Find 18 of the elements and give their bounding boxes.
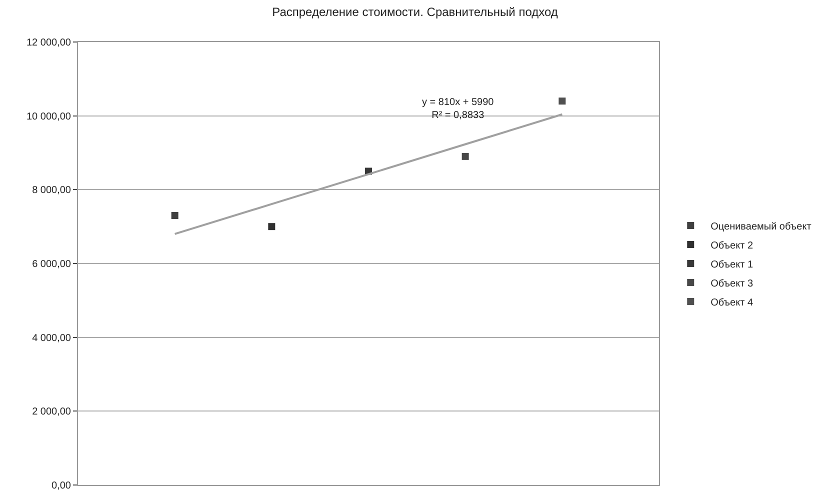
legend-label: Оцениваемый объект bbox=[710, 221, 812, 232]
y-tick-label: 6 000,00 bbox=[32, 259, 72, 270]
legend-label: Объект 3 bbox=[710, 278, 754, 290]
legend-label: Объект 2 bbox=[710, 240, 754, 252]
point bbox=[558, 98, 566, 105]
y-tick-label: 0,00 bbox=[52, 480, 72, 492]
y-tick-label: 2 000,00 bbox=[32, 406, 72, 418]
point bbox=[462, 152, 469, 160]
point bbox=[268, 223, 276, 230]
y-tick-label: 12 000,00 bbox=[26, 38, 72, 48]
chart-title: Распределение стоимости. Сравнительный подход bbox=[272, 4, 558, 19]
y-tick-label: 8 000,00 bbox=[32, 185, 72, 196]
y-tick-label: 4 000,00 bbox=[32, 332, 72, 344]
y-tick-label: 10 000,00 bbox=[26, 111, 72, 122]
point bbox=[171, 212, 178, 220]
legend-label: Объект 4 bbox=[710, 297, 754, 308]
legend-label: Объект 1 bbox=[710, 259, 754, 270]
annotation: y = 810x + 5990 R² = 0,8833 bbox=[422, 97, 494, 121]
